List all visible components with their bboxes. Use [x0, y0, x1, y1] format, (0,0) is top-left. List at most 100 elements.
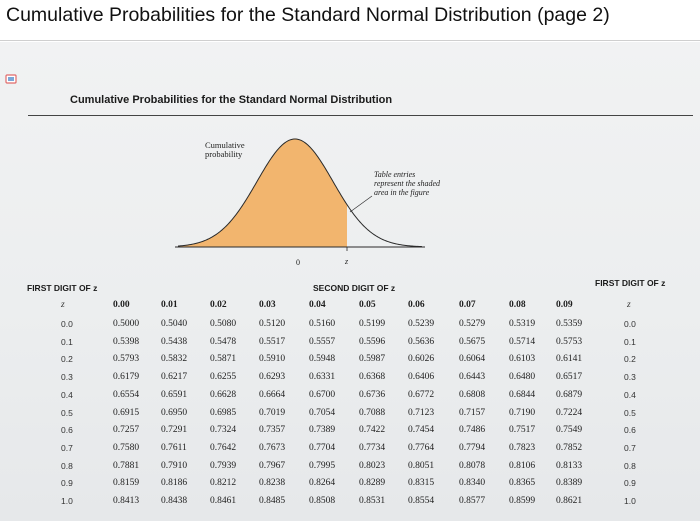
table-cell: 0.8599 [509, 496, 536, 506]
table-cell: 0.7019 [259, 407, 286, 418]
table-cell: 0.5080 [210, 319, 237, 329]
table-cell: 0.8577 [459, 496, 486, 506]
table-cell: 0.7157 [459, 407, 486, 418]
table-cell: 0.6879 [556, 389, 583, 400]
table-cell: 0.8485 [259, 496, 286, 506]
column-header: 0.02 [210, 300, 227, 310]
row-label-left: 0.2 [61, 354, 73, 365]
table-cell: 0.8159 [113, 478, 140, 489]
table-cell: 0.6103 [509, 354, 536, 365]
table-cell: 0.7642 [210, 442, 237, 453]
table-cell: 0.7881 [113, 460, 140, 471]
table-cell: 0.6700 [309, 389, 336, 400]
table-cell: 0.7389 [309, 425, 336, 436]
table-cell: 0.6368 [359, 372, 386, 383]
table-cell: 0.8340 [459, 478, 486, 489]
table-cell: 0.8389 [556, 478, 583, 489]
table-cell: 0.5948 [309, 354, 336, 365]
table-cell: 0.8264 [309, 478, 336, 489]
row-label-left: 0.7 [61, 442, 73, 453]
table-cell: 0.8438 [161, 496, 188, 506]
table-cell: 0.5160 [309, 319, 336, 329]
column-header: 0.01 [161, 300, 178, 310]
table-cell: 0.5910 [259, 354, 286, 365]
table-cell: 0.7910 [161, 460, 188, 471]
column-header: 0.06 [408, 300, 425, 310]
table-cell: 0.5832 [161, 354, 188, 365]
table-cell: 0.7454 [408, 425, 435, 436]
table-cell: 0.7734 [359, 442, 386, 453]
table-cell: 0.7580 [113, 442, 140, 453]
table-cell: 0.7257 [113, 425, 140, 436]
table-cell: 0.7967 [259, 460, 286, 471]
table-cell: 0.5675 [459, 336, 486, 347]
table-cell: 0.5636 [408, 336, 435, 347]
table-cell: 0.7794 [459, 442, 486, 453]
row-label-left: 0.3 [61, 372, 73, 383]
row-label-left: 0.4 [61, 389, 73, 400]
table-cell: 0.6517 [556, 372, 583, 383]
table-cell: 0.5279 [459, 319, 486, 329]
cumulative-probability-label: Cumulative probability [205, 140, 245, 159]
textbook-photo [0, 42, 700, 521]
table-cell: 0.8133 [556, 460, 583, 471]
table-cell: 0.6443 [459, 372, 486, 383]
doc-title: Cumulative Probabilities for the Standar… [70, 94, 393, 106]
table-cell: 0.7549 [556, 425, 583, 436]
column-header: 0.05 [359, 300, 376, 310]
page-title: Cumulative Probabilities for the Standar… [6, 4, 610, 26]
table-cell: 0.6628 [210, 389, 237, 400]
table-cell: 0.6985 [210, 407, 237, 418]
normal-curve [177, 138, 423, 248]
table-cell: 0.6915 [113, 407, 140, 418]
table-cell: 0.6293 [259, 372, 286, 383]
table-cell: 0.5398 [113, 336, 140, 347]
table-cell: 0.7357 [259, 425, 286, 436]
row-label-right: 0.2 [624, 354, 636, 365]
table-cell: 0.7823 [509, 442, 536, 453]
table-cell: 0.5359 [556, 319, 583, 329]
table-cell: 0.6772 [408, 389, 435, 400]
column-header: 0.00 [113, 300, 130, 310]
table-cell: 0.7611 [161, 442, 187, 453]
table-cell: 0.5714 [509, 336, 536, 347]
table-cell: 0.7486 [459, 425, 486, 436]
normal-curve-figure [175, 138, 425, 251]
first-digit-header-left: FIRST DIGIT OF z [27, 283, 98, 293]
table-entries-note: Table entries represent the shaded area … [374, 170, 441, 197]
leader-line [349, 195, 373, 213]
table-cell: 0.6255 [210, 372, 237, 383]
table-cell: 0.8106 [509, 460, 536, 471]
table-cell: 0.8186 [161, 478, 188, 489]
shaded-area [178, 139, 347, 247]
row-label-right: 0.1 [624, 336, 636, 347]
table-cell: 0.8051 [408, 460, 435, 471]
table-cell: 0.5596 [359, 336, 386, 347]
table-cell: 0.5557 [309, 336, 336, 347]
row-label-right: 0.7 [624, 442, 636, 453]
row-label-right: 0.4 [624, 389, 636, 400]
row-label-left: 0.1 [61, 336, 73, 347]
table-cell: 0.8078 [459, 460, 486, 471]
column-header: 0.07 [459, 300, 476, 310]
table-cell: 0.5793 [113, 354, 140, 365]
table-cell: 0.7517 [509, 425, 536, 436]
row-label-left: 0.8 [61, 460, 73, 471]
z-header-left: z [61, 300, 65, 310]
row-label-right: 0.3 [624, 372, 636, 383]
table-cell: 0.7673 [259, 442, 286, 453]
column-header: 0.04 [309, 300, 326, 310]
table-cell: 0.5199 [359, 319, 386, 329]
expand-icon[interactable] [5, 74, 17, 84]
table-cell: 0.8508 [309, 496, 336, 506]
table-cell: 0.7291 [161, 425, 188, 436]
table-cell: 0.6179 [113, 372, 140, 383]
column-header: 0.03 [259, 300, 276, 310]
table-cell: 0.7054 [309, 407, 336, 418]
table-cell: 0.5239 [408, 319, 435, 329]
row-label-right: 0.0 [624, 319, 636, 329]
table-cell: 0.5438 [161, 336, 188, 347]
z-header-right: z [627, 300, 631, 310]
row-label-left: 0.5 [61, 407, 73, 418]
title-divider [0, 40, 700, 41]
